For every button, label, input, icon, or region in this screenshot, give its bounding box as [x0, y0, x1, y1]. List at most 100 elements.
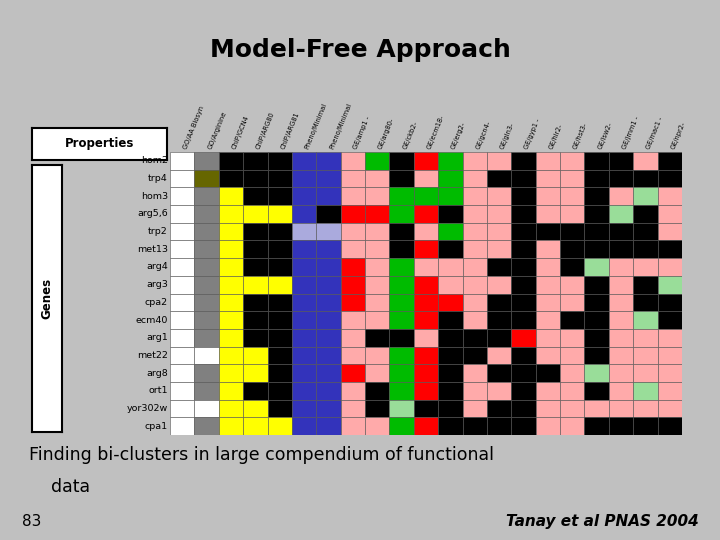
Bar — [462, 276, 487, 294]
Bar — [365, 417, 390, 435]
Bar — [511, 294, 536, 311]
Bar — [438, 276, 462, 294]
Bar — [390, 152, 414, 170]
Bar — [292, 187, 316, 205]
Text: ort1: ort1 — [148, 386, 168, 395]
Bar — [487, 347, 511, 364]
Bar — [194, 294, 219, 311]
Bar — [268, 222, 292, 240]
Bar — [657, 400, 682, 417]
Bar — [390, 311, 414, 329]
Bar — [414, 364, 438, 382]
Bar — [511, 258, 536, 276]
Bar — [316, 329, 341, 347]
Text: GE/gln3-: GE/gln3- — [499, 122, 516, 150]
Bar — [194, 347, 219, 364]
Bar — [316, 382, 341, 400]
Bar — [487, 258, 511, 276]
Bar — [390, 347, 414, 364]
Bar — [268, 311, 292, 329]
Bar — [194, 311, 219, 329]
Bar — [341, 417, 365, 435]
Bar — [365, 276, 390, 294]
Bar — [268, 364, 292, 382]
Bar — [511, 205, 536, 222]
Bar — [438, 294, 462, 311]
Bar — [170, 329, 194, 347]
Bar — [585, 311, 609, 329]
Bar — [438, 347, 462, 364]
Text: arg4: arg4 — [146, 262, 168, 272]
Bar — [194, 417, 219, 435]
Bar — [609, 364, 633, 382]
Bar — [414, 258, 438, 276]
Bar — [170, 240, 194, 258]
Bar — [170, 417, 194, 435]
Bar — [536, 152, 560, 170]
Bar — [268, 294, 292, 311]
Bar — [633, 382, 657, 400]
Bar — [462, 400, 487, 417]
Text: GE/arg80-: GE/arg80- — [377, 117, 395, 150]
Bar — [170, 152, 194, 170]
Bar — [585, 258, 609, 276]
Bar — [390, 222, 414, 240]
Bar — [462, 311, 487, 329]
Bar — [268, 347, 292, 364]
Bar — [609, 417, 633, 435]
Bar — [633, 364, 657, 382]
Bar — [560, 329, 585, 347]
Text: GE/npr2-: GE/npr2- — [670, 121, 686, 150]
Bar — [243, 170, 268, 187]
Bar — [585, 329, 609, 347]
Bar — [511, 311, 536, 329]
Text: ecm40: ecm40 — [135, 315, 168, 325]
Bar — [219, 170, 243, 187]
Bar — [365, 294, 390, 311]
Text: arg1: arg1 — [146, 333, 168, 342]
Bar — [390, 170, 414, 187]
Bar — [243, 364, 268, 382]
Bar — [633, 276, 657, 294]
Bar — [438, 258, 462, 276]
Bar — [487, 382, 511, 400]
Bar — [292, 311, 316, 329]
Bar — [365, 329, 390, 347]
Bar — [341, 276, 365, 294]
Bar — [414, 222, 438, 240]
Bar — [609, 347, 633, 364]
Text: arg5,6: arg5,6 — [137, 210, 168, 218]
Bar — [219, 347, 243, 364]
Bar — [462, 329, 487, 347]
Bar — [511, 329, 536, 347]
Bar — [585, 347, 609, 364]
Bar — [243, 382, 268, 400]
Bar — [316, 187, 341, 205]
Bar — [219, 258, 243, 276]
Bar — [438, 329, 462, 347]
Bar — [365, 311, 390, 329]
Bar — [438, 222, 462, 240]
Bar — [219, 276, 243, 294]
Bar — [657, 347, 682, 364]
Bar — [536, 294, 560, 311]
Text: hom2: hom2 — [141, 157, 168, 165]
Text: hom3: hom3 — [140, 192, 168, 201]
Bar — [560, 170, 585, 187]
Bar — [219, 417, 243, 435]
Bar — [292, 276, 316, 294]
Bar — [341, 311, 365, 329]
Bar — [365, 382, 390, 400]
Bar — [170, 187, 194, 205]
Bar — [341, 170, 365, 187]
Text: GE/isw2-: GE/isw2- — [597, 122, 613, 150]
Bar — [609, 170, 633, 187]
Text: trp2: trp2 — [148, 227, 168, 236]
Bar — [462, 222, 487, 240]
Bar — [536, 417, 560, 435]
Bar — [657, 364, 682, 382]
Bar — [633, 222, 657, 240]
Bar — [462, 240, 487, 258]
Bar — [170, 382, 194, 400]
Bar — [536, 240, 560, 258]
